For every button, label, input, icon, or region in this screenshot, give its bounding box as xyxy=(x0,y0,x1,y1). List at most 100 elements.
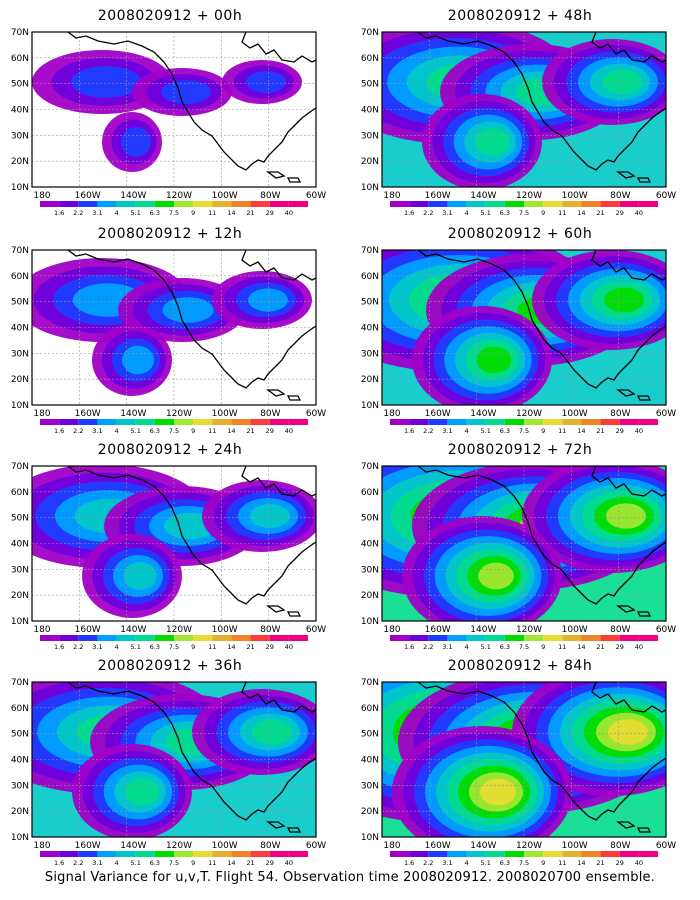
colorbar-label: 9 xyxy=(541,859,545,867)
colorbar-swatch xyxy=(600,419,620,425)
lat-tick-label: 10N xyxy=(11,401,29,411)
colorbar-label: 21 xyxy=(246,427,254,435)
colorbar-swatch xyxy=(447,635,467,641)
colorbar-swatch xyxy=(78,419,98,425)
lat-tick-label: 40N xyxy=(361,324,379,334)
colorbar-label: 5.1 xyxy=(481,643,491,651)
colorbar-label: 9 xyxy=(191,859,195,867)
lon-tick-label: 60W xyxy=(306,841,326,851)
colorbar-label: 6.3 xyxy=(150,859,160,867)
lon-tick-label: 60W xyxy=(656,409,676,419)
colorbar-label: 11 xyxy=(558,427,566,435)
colorbar-label: 14 xyxy=(227,643,235,651)
map-gridlines xyxy=(382,32,666,187)
lat-tick-label: 60N xyxy=(11,54,29,64)
colorbar-swatch xyxy=(40,851,60,857)
colorbar-swatch xyxy=(212,201,232,207)
colorbar-swatch xyxy=(116,851,136,857)
colorbar-label: 7.5 xyxy=(519,427,529,435)
colorbar-swatch xyxy=(447,851,467,857)
colorbar-label: 2.2 xyxy=(73,859,83,867)
map-frame xyxy=(381,681,667,838)
colorbar-swatch xyxy=(78,851,98,857)
colorbar-label: 5.1 xyxy=(131,643,141,651)
colorbar-swatch xyxy=(600,851,620,857)
colorbar-label: 7.5 xyxy=(169,209,179,217)
colorbar-label: 1.6 xyxy=(404,859,414,867)
lat-tick-label: 60N xyxy=(361,488,379,498)
colorbar-swatch xyxy=(154,201,174,207)
colorbar: 1.6 2.2 3.1 4 5.1 6.3 7.5 9 11 14 21 29 40 xyxy=(40,201,308,217)
map-plot: 70N 60N 50N 40N 30N 20N 10N 180 160W 140W 120W 100W… xyxy=(11,678,326,867)
colorbar-swatch xyxy=(638,201,658,207)
colorbar: 1.6 2.2 3.1 4 5.1 6.3 7.5 9 11 14 21 29 40 xyxy=(40,419,308,435)
coastline xyxy=(67,466,316,617)
colorbar-swatch xyxy=(174,419,194,425)
colorbar-label: 40 xyxy=(285,427,293,435)
lon-tick-label: 60W xyxy=(306,409,326,419)
colorbar-swatch xyxy=(447,419,467,425)
colorbar-swatch xyxy=(390,201,410,207)
lat-tick-label: 40N xyxy=(361,106,379,116)
signal-variance-field xyxy=(382,32,666,187)
colorbar-swatch xyxy=(59,851,79,857)
lon-tick-label: 180 xyxy=(33,191,50,201)
lon-tick-label: 80W xyxy=(260,409,280,419)
panel-title: 2008020912 + 72h xyxy=(447,442,593,458)
map-plot: 70N 60N 50N 40N 30N 20N 10N 180 160W 140W 120W 100W… xyxy=(11,462,326,651)
coastline xyxy=(417,466,666,617)
lon-tick-label: 100W xyxy=(212,841,238,851)
colorbar-swatch xyxy=(212,419,232,425)
colorbar-swatch xyxy=(135,201,155,207)
colorbar-swatch xyxy=(504,419,524,425)
colorbar-label: 11 xyxy=(558,209,566,217)
colorbar-label: 1.6 xyxy=(54,209,64,217)
colorbar-swatch xyxy=(231,419,251,425)
colorbar-label: 11 xyxy=(208,643,216,651)
lat-tick-label: 50N xyxy=(11,730,29,740)
lat-tick-label: 30N xyxy=(361,565,379,575)
colorbar-label: 5.1 xyxy=(481,209,491,217)
map-gridlines xyxy=(32,250,316,405)
lat-tick-label: 50N xyxy=(11,298,29,308)
colorbar-label: 3.1 xyxy=(442,209,452,217)
lon-tick-label: 120W xyxy=(166,625,192,635)
lon-tick-label: 140W xyxy=(470,409,496,419)
lon-tick-label: 120W xyxy=(166,191,192,201)
colorbar-swatch xyxy=(428,635,448,641)
colorbar-swatch xyxy=(288,201,308,207)
lat-tick-label: 30N xyxy=(11,781,29,791)
lat-tick-label: 60N xyxy=(11,704,29,714)
lon-tick-label: 100W xyxy=(212,191,238,201)
colorbar-swatch xyxy=(40,201,60,207)
colorbar-label: 3.1 xyxy=(92,643,102,651)
lat-tick-label: 20N xyxy=(11,157,29,167)
lon-tick-label: 180 xyxy=(33,625,50,635)
colorbar-label: 11 xyxy=(208,427,216,435)
colorbar-label: 29 xyxy=(616,209,624,217)
map-frame xyxy=(31,249,317,406)
colorbar-label: 6.3 xyxy=(500,859,510,867)
colorbar-label: 9 xyxy=(541,427,545,435)
map-gridlines xyxy=(382,250,666,405)
colorbar-label: 1.6 xyxy=(54,427,64,435)
lat-tick-label: 20N xyxy=(11,375,29,385)
colorbar-label: 2.2 xyxy=(423,859,433,867)
colorbar-label: 7.5 xyxy=(519,859,529,867)
colorbar-swatch xyxy=(447,201,467,207)
colorbar-swatch xyxy=(524,419,544,425)
colorbar-swatch xyxy=(600,635,620,641)
lon-tick-label: 60W xyxy=(656,841,676,851)
colorbar-swatch xyxy=(638,419,658,425)
lon-tick-label: 160W xyxy=(425,191,451,201)
lon-tick-label: 80W xyxy=(610,409,630,419)
colorbar-swatch xyxy=(524,635,544,641)
map-panel-12h: 2008020912 + 12h 70N 60N 50N 40N 30N 20N 10N 180… xyxy=(0,222,340,442)
lon-tick-label: 120W xyxy=(516,191,542,201)
map-plot: 70N 60N 50N 40N 30N 20N 10N 180 160W 140W 120W 100W… xyxy=(361,246,676,435)
lon-tick-label: 80W xyxy=(610,191,630,201)
lon-tick-label: 160W xyxy=(75,625,101,635)
colorbar-swatch xyxy=(409,419,429,425)
colorbar-swatch xyxy=(154,635,174,641)
colorbar-swatch xyxy=(409,635,429,641)
